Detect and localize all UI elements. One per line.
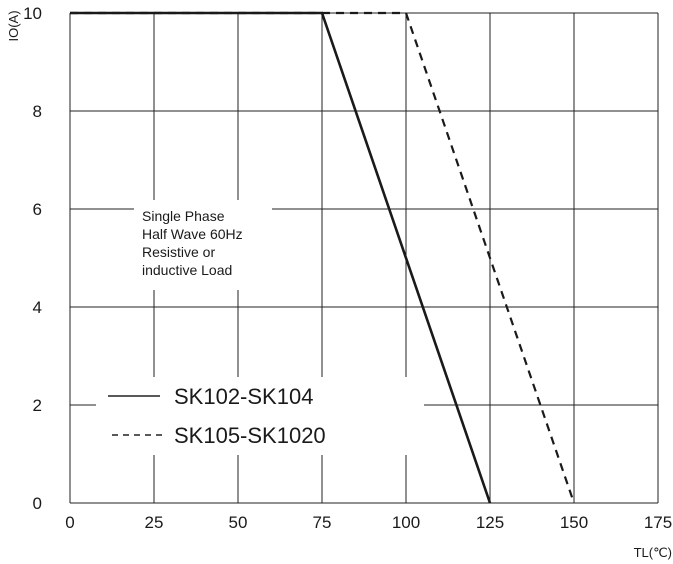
legend-label-sk105-sk1020: SK105-SK1020 [174,423,326,448]
x-tick-label: 175 [644,513,672,532]
y-tick-label: 0 [33,494,42,513]
legend-label-sk102-sk104: SK102-SK104 [174,384,313,409]
legend: SK102-SK104 SK105-SK1020 [96,377,424,455]
x-tick-label: 50 [229,513,248,532]
series [70,11,576,504]
tick-labels: 0 25 50 75 100 125 150 175 0 2 4 6 8 10 [23,4,672,532]
annotation-line-3: Resistive or [142,244,215,260]
annotation-line-2: Half Wave 60Hz [142,226,243,242]
y-axis-label: IO(A) [6,10,21,41]
x-tick-label: 0 [65,513,74,532]
y-tick-label: 8 [33,102,42,121]
y-tick-label: 4 [33,298,42,317]
x-tick-label: 125 [476,513,504,532]
annotation-box: Single Phase Half Wave 60Hz Resistive or… [134,200,272,290]
series-line-sk105-sk1020 [70,11,576,504]
x-axis-label: TL(℃) [634,545,672,560]
y-tick-label: 2 [33,396,42,415]
y-tick-label: 6 [33,200,42,219]
x-tick-label: 25 [145,513,164,532]
annotation-line-1: Single Phase [142,208,225,224]
annotation-line-4: inductive Load [142,262,232,278]
x-tick-label: 75 [313,513,332,532]
x-tick-label: 100 [392,513,420,532]
y-tick-label: 10 [23,4,42,23]
x-tick-label: 150 [560,513,588,532]
